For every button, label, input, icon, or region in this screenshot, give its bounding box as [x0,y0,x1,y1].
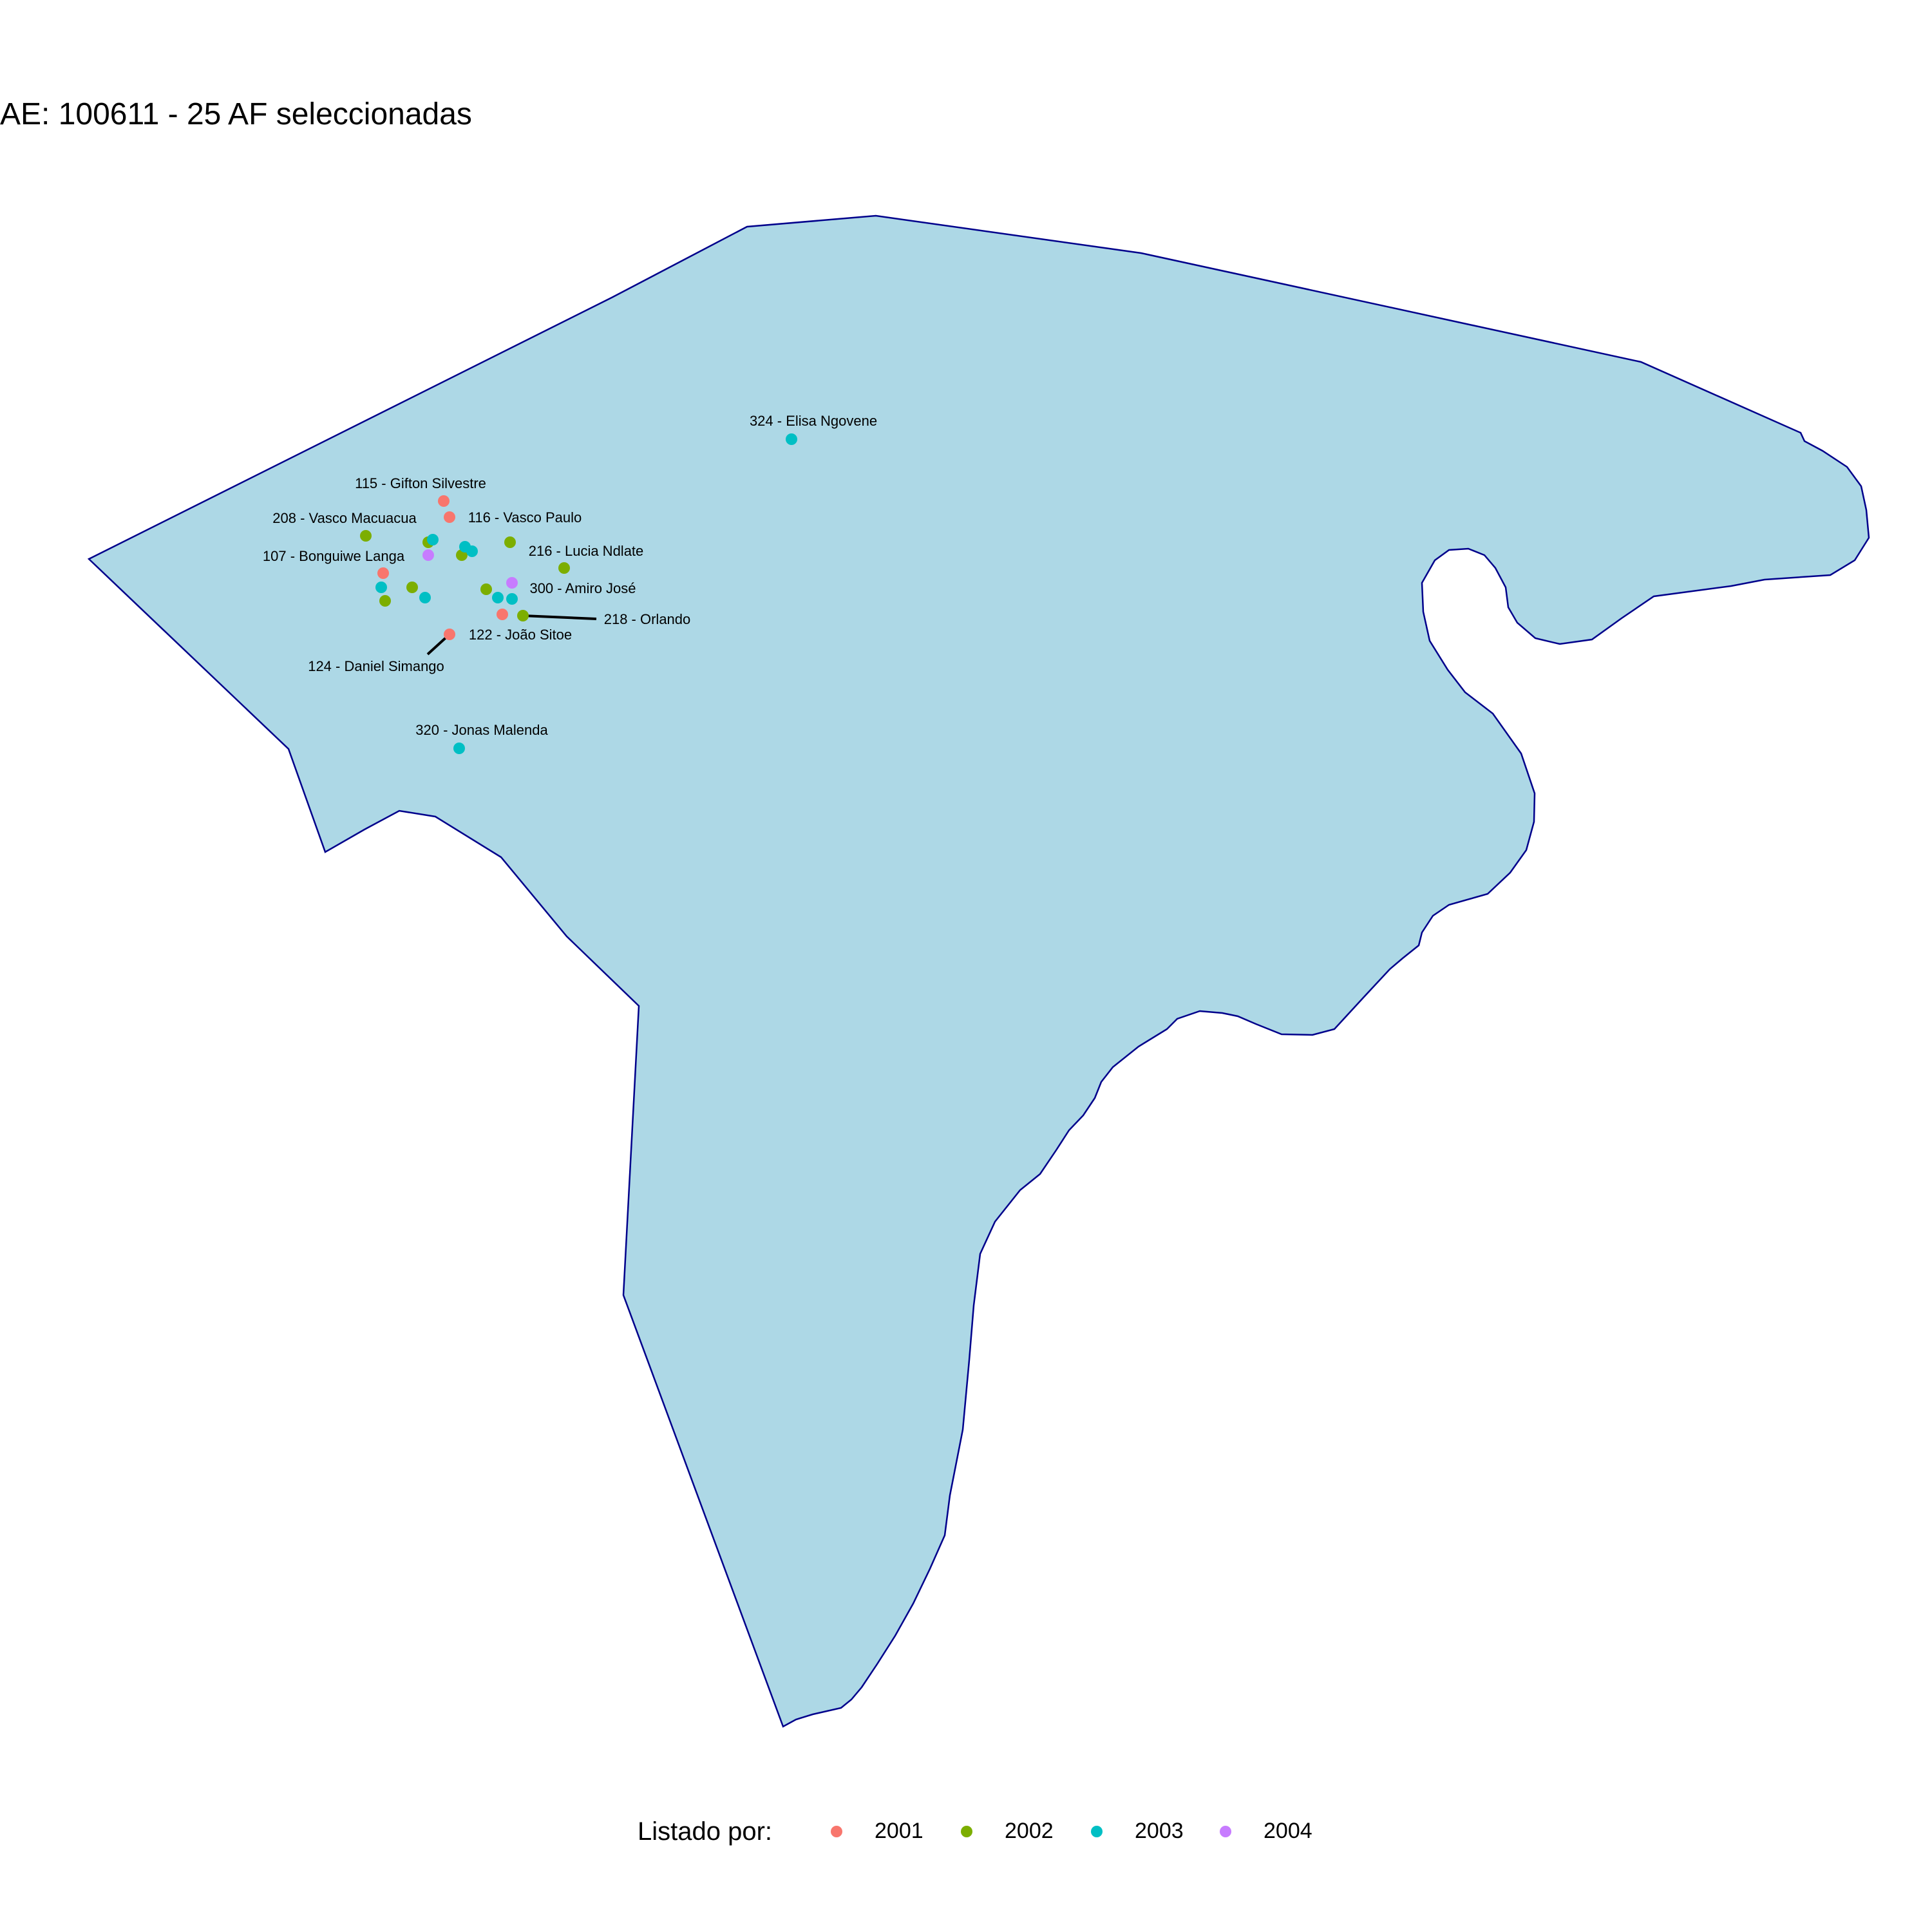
legend-label-2002: 2002 [1005,1819,1054,1843]
legend-dot-2001 [831,1826,842,1837]
point [360,530,372,542]
map-title: AE: 100611 - 25 AF seleccionadas [0,97,472,131]
point [427,534,439,545]
point [438,495,450,507]
label-116: 116 - Vasco Paulo [468,509,582,526]
legend-dot-2004 [1220,1826,1231,1837]
point [453,743,465,754]
region-boundary [87,214,1870,1728]
legend-dot-2003 [1091,1826,1103,1837]
point [375,582,387,593]
label-216: 216 - Lucia Ndlate [529,543,644,559]
label-218: 218 - Orlando [604,611,691,627]
point [379,595,391,607]
point [517,610,529,621]
point [419,592,431,603]
points-2004 [422,549,518,589]
point [492,592,504,603]
point [558,562,570,574]
legend-dot-2002 [961,1826,972,1837]
point [444,629,455,640]
label-208: 208 - Vasco Macuacua [272,510,417,526]
leader-line-218 [522,614,597,620]
label-124: 124 - Daniel Simango [308,658,444,674]
points-2003 [375,433,797,754]
point [506,577,518,589]
label-115: 115 - Gifton Silvestre [355,475,486,491]
legend-label-2004: 2004 [1264,1819,1312,1843]
point [466,545,478,557]
point [497,609,508,620]
legend-label-2003: 2003 [1135,1819,1184,1843]
legend-label-2001: 2001 [875,1819,923,1843]
label-107: 107 - Bonguiwe Langa [263,548,405,564]
label-122: 122 - João Sitoe [469,627,572,643]
points-2001 [377,495,508,640]
point [444,511,455,523]
point [506,593,518,605]
label-300: 300 - Amiro José [529,580,636,596]
point [422,549,434,561]
point [480,583,492,595]
point [377,567,389,579]
label-320: 320 - Jonas Malenda [415,722,548,738]
label-324: 324 - Elisa Ngovene [750,413,877,429]
legend-title: Listado por: [638,1817,773,1846]
legend: Listado por: 2001 2002 2003 2004 [0,1810,1932,1855]
point [406,582,418,593]
point [504,536,516,548]
point [786,433,797,445]
